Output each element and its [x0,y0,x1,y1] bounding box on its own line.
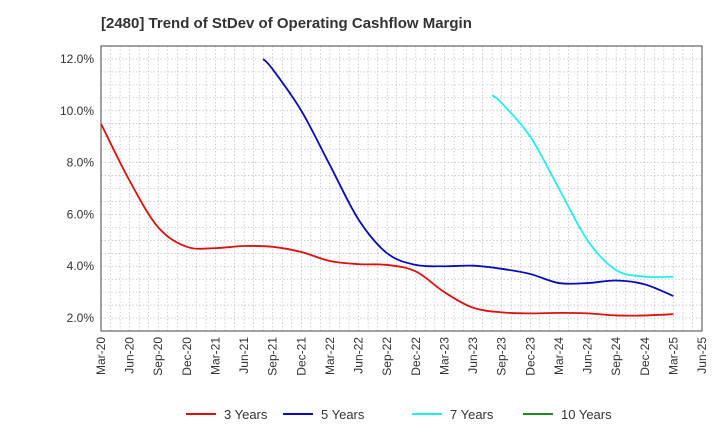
x-tick-label: Mar-24 [552,337,566,375]
series-lines [100,58,674,317]
y-tick-label: 10.0% [60,104,94,118]
x-tick-label: Jun-25 [695,337,709,374]
series-line-7-years [491,94,674,278]
x-tick-label: Mar-23 [437,337,451,375]
x-tick-label: Mar-21 [208,337,222,375]
x-tick-label: Sep-24 [609,337,623,376]
chart-title: [2480] Trend of StDev of Operating Cashf… [101,15,472,32]
x-tick-label: Dec-21 [294,337,308,376]
series-line-5-years [262,58,674,297]
grid [100,45,703,332]
legend-label-7-years: 7 Years [450,407,494,422]
series-line-3-years [100,123,674,317]
legend-label-3-years: 3 Years [224,407,268,422]
x-tick-label: Sep-22 [380,337,394,376]
x-tick-label: Sep-21 [266,337,280,376]
x-tick-label: Jun-24 [581,337,595,374]
x-tick-label: Dec-20 [180,337,194,376]
x-tick-label: Mar-22 [323,337,337,375]
y-tick-label: 12.0% [60,52,94,66]
legend-label-5-years: 5 Years [321,407,365,422]
x-tick-label: Sep-20 [151,337,165,376]
x-tick-label: Jun-22 [352,337,366,374]
legend-label-10-years: 10 Years [561,407,612,422]
x-tick-label: Mar-20 [94,337,108,375]
y-tick-label: 6.0% [67,207,95,221]
plot-area [101,46,702,331]
y-tick-label: 2.0% [67,311,95,325]
x-tick-label: Jun-20 [123,337,137,374]
x-tick-label: Sep-23 [495,337,509,376]
x-tick-label: Jun-23 [466,337,480,374]
y-tick-label: 4.0% [67,259,95,273]
y-axis: 2.0% 4.0% 6.0% 8.0% 10.0% 12.0% [60,52,94,325]
x-tick-label: Dec-23 [523,337,537,376]
x-tick-label: Dec-22 [409,337,423,376]
legend: 3 Years 5 Years 7 Years 10 Years [186,407,612,422]
x-tick-label: Jun-21 [237,337,251,374]
x-axis: Mar-20 Jun-20 Sep-20 Dec-20 Mar-21 Jun-21 Sep-… [94,337,709,376]
y-tick-label: 8.0% [67,156,95,170]
plot-border [100,45,703,332]
x-tick-label: Mar-25 [666,337,680,375]
x-tick-label: Dec-24 [638,337,652,376]
